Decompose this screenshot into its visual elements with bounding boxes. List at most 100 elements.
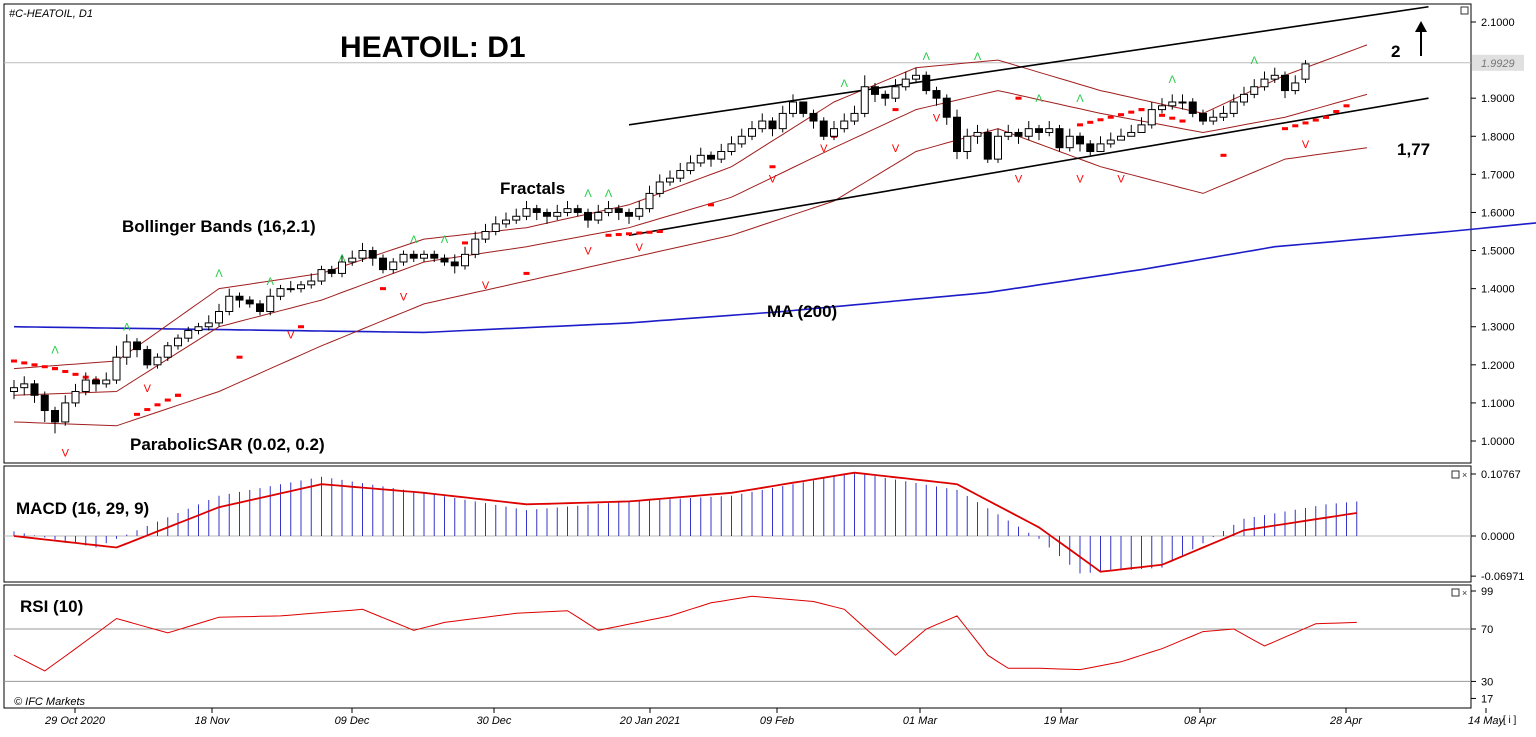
bull-candle [676, 170, 685, 179]
bull-candle [1127, 131, 1136, 137]
price-tick-label: 1.8000 [1481, 131, 1515, 143]
sar-dot [1077, 123, 1083, 127]
bull-candle [276, 288, 285, 297]
last-price-label: 1.9929 [1481, 58, 1515, 70]
sar-dot [1179, 119, 1186, 123]
rsi-tick-label: 17 [1481, 693, 1493, 705]
sar-dot [1292, 124, 1299, 128]
bull-candle [512, 215, 521, 221]
sar-dot [164, 398, 171, 402]
bollinger-label: Bollinger Bands (16,2.1) [122, 217, 316, 236]
bull-candle [1209, 116, 1218, 122]
bull-candle [686, 162, 695, 172]
bear-candle [379, 257, 387, 271]
fractal-up-marker: Ʌ [1076, 93, 1084, 105]
bull-candle [163, 345, 172, 358]
price-tick-label: 1.2000 [1481, 360, 1515, 372]
sar-dot [615, 233, 622, 237]
sar-dot [1015, 96, 1022, 100]
bull-candle [502, 219, 510, 225]
fractal-up-marker: Ʌ [267, 276, 275, 288]
bull-candle [286, 288, 295, 291]
rsi-panel-close-icon[interactable]: × [1451, 588, 1467, 598]
bull-candle [778, 112, 787, 130]
bear-candle [40, 394, 49, 412]
sar-dot [892, 108, 899, 112]
bull-candle [491, 223, 500, 233]
bull-candle [215, 310, 223, 324]
bull-candle [420, 253, 428, 259]
rsi-tick-label: 30 [1481, 676, 1493, 688]
sar-dot [708, 203, 714, 207]
bull-candle [594, 211, 603, 221]
macd-axis: 0.10767 0.0000 -0.06971 [1471, 469, 1524, 583]
bull-candle [860, 86, 869, 114]
bull-candle [758, 120, 767, 130]
bull-candle [1219, 112, 1228, 118]
bollinger-lower-line [13, 128, 1368, 427]
up-arrow-icon [1415, 21, 1427, 56]
bull-candle [1240, 93, 1248, 103]
fractal-down-marker: V [1117, 173, 1125, 185]
bull-candle [1004, 131, 1013, 137]
bull-candle [553, 211, 562, 217]
fractal-down-marker: V [1015, 173, 1023, 185]
bear-candle [625, 211, 633, 217]
fractal-up-marker: Ʌ [584, 188, 592, 200]
sar-dot [1118, 113, 1124, 117]
macd-panel-close-icon[interactable]: × [1451, 470, 1467, 480]
sar-dot [626, 232, 632, 236]
bear-candle [51, 410, 59, 423]
trendline-layer[interactable] [628, 5, 1429, 237]
macd-signal-line [13, 471, 1357, 573]
price-tick-label: 2.1000 [1481, 17, 1515, 29]
sar-dot [1220, 153, 1227, 157]
bull-candle [1024, 128, 1033, 137]
sar-dot [1169, 116, 1176, 120]
sar-dot [646, 230, 653, 234]
ma200-label: MA (200) [767, 302, 837, 321]
bull-candle [461, 253, 469, 267]
price-axis: 2.1000 1.9929 1.9000 1.8000 1.7000 1.6000 1.50… [4, 17, 1524, 448]
bull-candle [850, 112, 859, 122]
bull-candle [112, 356, 121, 381]
bull-candle [912, 74, 920, 80]
sar-dot [52, 367, 58, 371]
bull-candle [1270, 74, 1279, 80]
symbol-label: #C-HEATOIL, D1 [9, 8, 93, 20]
bull-candle [174, 337, 182, 347]
sar-dot [31, 363, 38, 367]
macd-tick-label: 0.10767 [1481, 469, 1521, 481]
bull-candle [1137, 124, 1146, 133]
bull-candle [297, 284, 305, 290]
bear-candle [1014, 131, 1023, 137]
bull-candle [10, 387, 18, 392]
panel-maximize-icon[interactable] [1460, 6, 1469, 15]
fractal-down-marker: V [144, 383, 152, 395]
rsi-label: RSI (10) [20, 597, 83, 616]
fractal-up-marker: Ʌ [123, 322, 131, 334]
fractal-down-marker: V [400, 291, 408, 303]
bull-candle [994, 135, 1002, 160]
candles-layer [10, 60, 1310, 434]
bollinger-upper-line [13, 44, 1368, 370]
macd-panel[interactable] [3, 465, 1472, 583]
bull-candle [963, 135, 972, 153]
time-tick-label: 19 Mar [1044, 715, 1080, 727]
ma200-line [13, 222, 1536, 334]
bear-candle [942, 97, 951, 118]
rsi-axis: 99 70 30 17 [1471, 586, 1493, 705]
sar-dot [1282, 127, 1288, 131]
parabolic-sar-label: ParabolicSAR (0.02, 0.2) [130, 435, 325, 454]
rsi-panel[interactable] [3, 584, 1472, 709]
rsi-tick-label: 99 [1481, 586, 1493, 598]
bull-candle [184, 330, 193, 339]
bull-candle [727, 143, 736, 153]
bear-candle [768, 120, 777, 130]
bull-candle [194, 326, 203, 332]
sar-dot [236, 355, 243, 359]
fractal-up-marker: Ʌ [1169, 74, 1177, 86]
info-button[interactable]: [ i ] [1503, 715, 1517, 726]
bear-candle [543, 211, 551, 217]
